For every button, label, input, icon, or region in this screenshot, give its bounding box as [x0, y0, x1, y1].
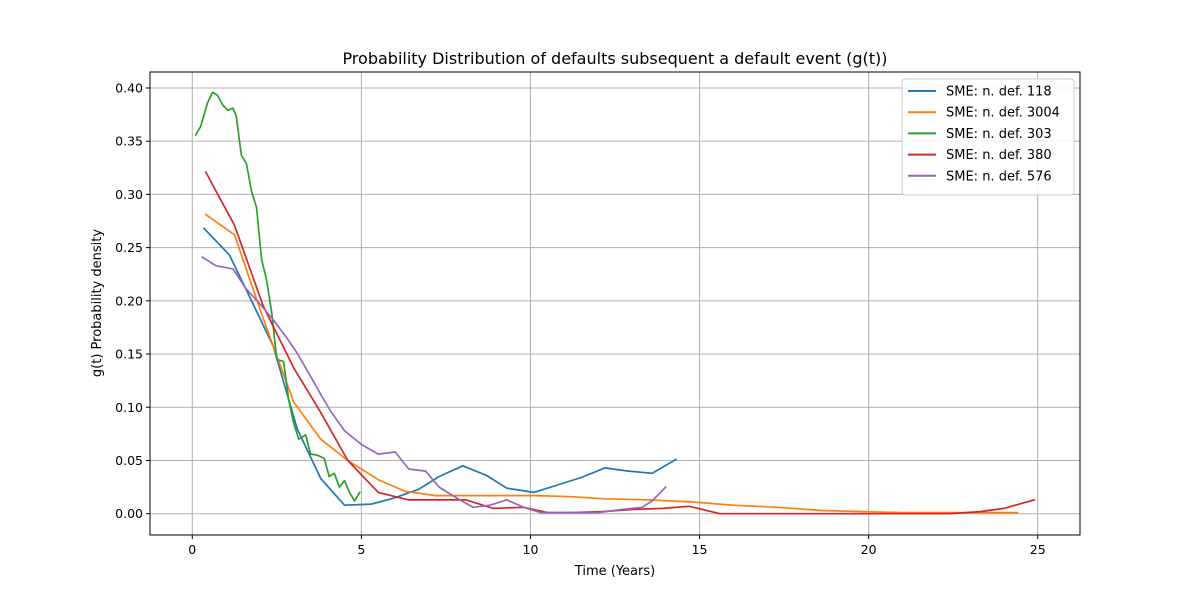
x-tick-label: 15	[692, 542, 708, 557]
x-tick-label: 0	[188, 542, 196, 557]
x-tick: 15	[692, 535, 708, 557]
x-tick: 20	[861, 535, 877, 557]
legend-item: SME: n. def. 380	[908, 148, 1052, 163]
y-tick-label: 0.05	[115, 453, 143, 468]
y-tick-label: 0.20	[115, 293, 143, 308]
y-axis-ticks: 0.00 0.05 0.10 0.15 0.20 0.25 0.30 0.35 0.40	[115, 80, 150, 521]
x-tick-label: 25	[1030, 542, 1046, 557]
x-tick: 10	[523, 535, 539, 557]
y-tick: 0.20	[115, 293, 150, 308]
y-tick: 0.05	[115, 453, 150, 468]
y-tick: 0.25	[115, 240, 150, 255]
y-tick: 0.40	[115, 80, 150, 95]
y-tick: 0.00	[115, 506, 150, 521]
x-axis-label: Time (Years)	[574, 564, 655, 579]
y-tick-label: 0.10	[115, 400, 143, 415]
legend-item: SME: n. def. 576	[908, 169, 1052, 184]
x-tick-label: 20	[861, 542, 877, 557]
legend-label: SME: n. def. 3004	[946, 106, 1060, 121]
legend-item: SME: n. def. 118	[908, 85, 1052, 100]
y-tick-label: 0.00	[115, 506, 143, 521]
y-tick-label: 0.15	[115, 347, 143, 362]
legend: SME: n. def. 118 SME: n. def. 3004 SME: n.…	[901, 78, 1075, 196]
series-layer	[194, 91, 1036, 515]
legend-label: SME: n. def. 303	[946, 127, 1052, 142]
y-tick: 0.35	[115, 134, 150, 149]
series-line-0	[202, 227, 678, 507]
x-tick-label: 10	[523, 542, 539, 557]
legend-item: SME: n. def. 303	[908, 127, 1052, 142]
y-tick: 0.15	[115, 347, 150, 362]
y-tick: 0.30	[115, 187, 150, 202]
chart-title: Probability Distribution of defaults sub…	[342, 49, 887, 68]
legend-label: SME: n. def. 118	[946, 85, 1052, 100]
x-tick-label: 5	[357, 542, 365, 557]
x-tick: 25	[1030, 535, 1046, 557]
y-tick: 0.10	[115, 400, 150, 415]
legend-label: SME: n. def. 576	[946, 169, 1052, 184]
y-tick-label: 0.25	[115, 240, 143, 255]
series-line-2	[194, 91, 361, 502]
series-line-4	[201, 256, 667, 514]
y-tick-label: 0.35	[115, 134, 143, 149]
x-tick: 5	[357, 535, 365, 557]
y-tick-label: 0.40	[115, 80, 143, 95]
legend-box	[901, 78, 1075, 196]
grid-lines	[150, 72, 1080, 535]
series-line-1	[204, 213, 1019, 514]
legend-label: SME: n. def. 380	[946, 148, 1052, 163]
legend-item: SME: n. def. 3004	[908, 106, 1060, 121]
x-axis-ticks: 0 5 10 15 20 25	[188, 535, 1046, 557]
y-tick-label: 0.30	[115, 187, 143, 202]
plot-frame	[149, 71, 1081, 536]
x-tick: 0	[188, 535, 196, 557]
y-axis-label: g(t) Probability density	[90, 229, 105, 377]
